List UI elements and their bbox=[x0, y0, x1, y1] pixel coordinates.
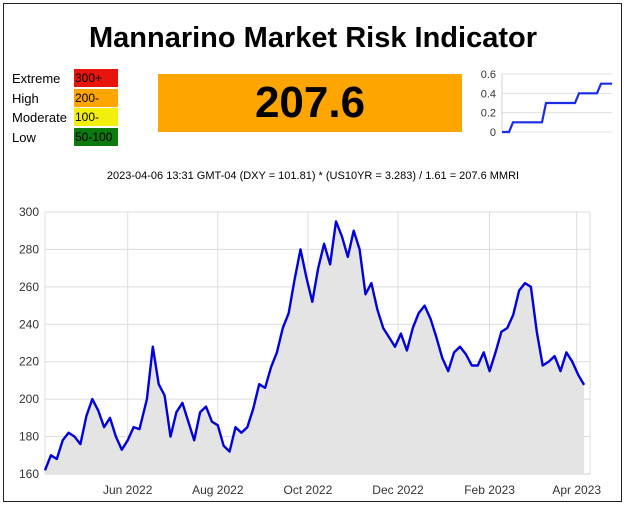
y-tick-label: 200 bbox=[19, 392, 39, 406]
y-tick-label: 280 bbox=[19, 242, 39, 256]
mmri-history-chart: 160 180 200 220 240 260 280 300 Jun 2022 Aug 2022… bbox=[19, 205, 601, 497]
y-tick-label: 220 bbox=[19, 355, 39, 369]
x-tick-label: Feb 2023 bbox=[464, 483, 515, 497]
x-tick-label: Jun 2022 bbox=[103, 483, 153, 497]
legend-label: Low bbox=[12, 129, 36, 145]
mini-y-tick-label: 0.4 bbox=[481, 88, 496, 100]
legend-swatch: 300+ bbox=[74, 69, 118, 87]
legend-swatch: 100-200 bbox=[74, 108, 118, 142]
legend-label: High bbox=[12, 90, 39, 106]
series-line bbox=[43, 220, 586, 471]
current-value-box: 207.6 bbox=[158, 74, 462, 132]
y-tick-label: 160 bbox=[19, 467, 39, 481]
mini-y-tick-label: 0.6 bbox=[481, 69, 496, 81]
y-tick-label: 240 bbox=[19, 317, 39, 331]
x-tick-label: Oct 2022 bbox=[284, 483, 333, 497]
legend-swatch: 200-300 bbox=[74, 88, 118, 123]
x-tick-label: Aug 2022 bbox=[192, 483, 244, 497]
series-area-fill bbox=[45, 221, 585, 474]
indicator-panel: Mannarino Market Risk Indicator Extreme … bbox=[3, 3, 622, 502]
legend-label: Moderate bbox=[12, 110, 67, 125]
formula-text: 2023-04-06 13:31 GMT-04 (DXY = 101.81) *… bbox=[106, 170, 520, 182]
mini-y-tick-label: 0.2 bbox=[481, 108, 496, 120]
x-tick-label: Apr 2023 bbox=[552, 483, 601, 497]
legend-label: Extreme bbox=[12, 71, 61, 86]
y-tick-label: 300 bbox=[19, 205, 39, 219]
legend-swatch: 50-100 bbox=[74, 127, 118, 146]
mini-sparkline-chart: 0 0.2 0.4 0.6 bbox=[481, 69, 612, 139]
mini-series-line bbox=[502, 82, 612, 134]
y-tick-label: 260 bbox=[19, 280, 39, 294]
mini-y-tick-label: 0 bbox=[490, 127, 496, 139]
y-tick-label: 180 bbox=[19, 430, 39, 444]
page-title: Mannarino Market Risk Indicator bbox=[89, 22, 537, 54]
x-tick-label: Dec 2022 bbox=[372, 483, 424, 497]
